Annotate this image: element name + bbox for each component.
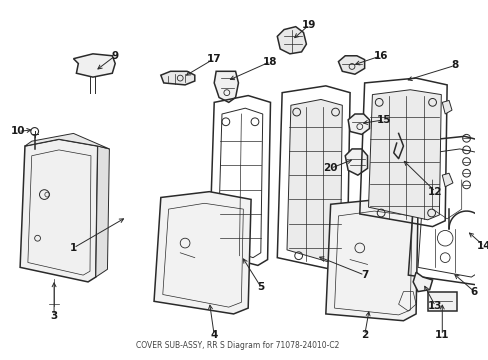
- Text: 18: 18: [263, 57, 277, 67]
- Polygon shape: [441, 100, 451, 114]
- Polygon shape: [441, 173, 452, 187]
- Text: 9: 9: [111, 51, 119, 61]
- Text: COVER SUB-ASSY, RR S Diagram for 71078-24010-C2: COVER SUB-ASSY, RR S Diagram for 71078-2…: [136, 341, 339, 350]
- Polygon shape: [338, 56, 364, 74]
- Text: 16: 16: [373, 51, 387, 61]
- Polygon shape: [286, 99, 342, 262]
- Polygon shape: [214, 71, 238, 102]
- Text: 2: 2: [360, 330, 367, 340]
- Text: 15: 15: [376, 115, 390, 125]
- Polygon shape: [368, 90, 440, 220]
- Polygon shape: [277, 27, 306, 54]
- Text: 10: 10: [11, 126, 25, 136]
- Text: 12: 12: [427, 186, 442, 197]
- Text: 4: 4: [210, 330, 218, 340]
- Text: 5: 5: [257, 282, 264, 292]
- Text: 11: 11: [434, 330, 448, 340]
- Text: 17: 17: [206, 54, 221, 64]
- Text: 6: 6: [470, 287, 477, 297]
- Polygon shape: [73, 54, 115, 77]
- Text: 20: 20: [323, 163, 337, 174]
- Bar: [427, 292, 456, 311]
- Text: 8: 8: [450, 60, 458, 71]
- Polygon shape: [161, 71, 194, 85]
- Polygon shape: [20, 139, 98, 282]
- Polygon shape: [96, 146, 109, 277]
- Text: 13: 13: [427, 301, 442, 311]
- Polygon shape: [347, 114, 369, 134]
- Text: 7: 7: [360, 270, 367, 280]
- Polygon shape: [154, 192, 250, 314]
- Text: 19: 19: [302, 20, 316, 30]
- Text: 3: 3: [50, 311, 58, 321]
- Polygon shape: [412, 272, 432, 292]
- Polygon shape: [325, 199, 417, 321]
- Polygon shape: [345, 149, 367, 175]
- Text: 14: 14: [476, 241, 488, 251]
- Text: 1: 1: [70, 243, 77, 253]
- Polygon shape: [25, 134, 109, 149]
